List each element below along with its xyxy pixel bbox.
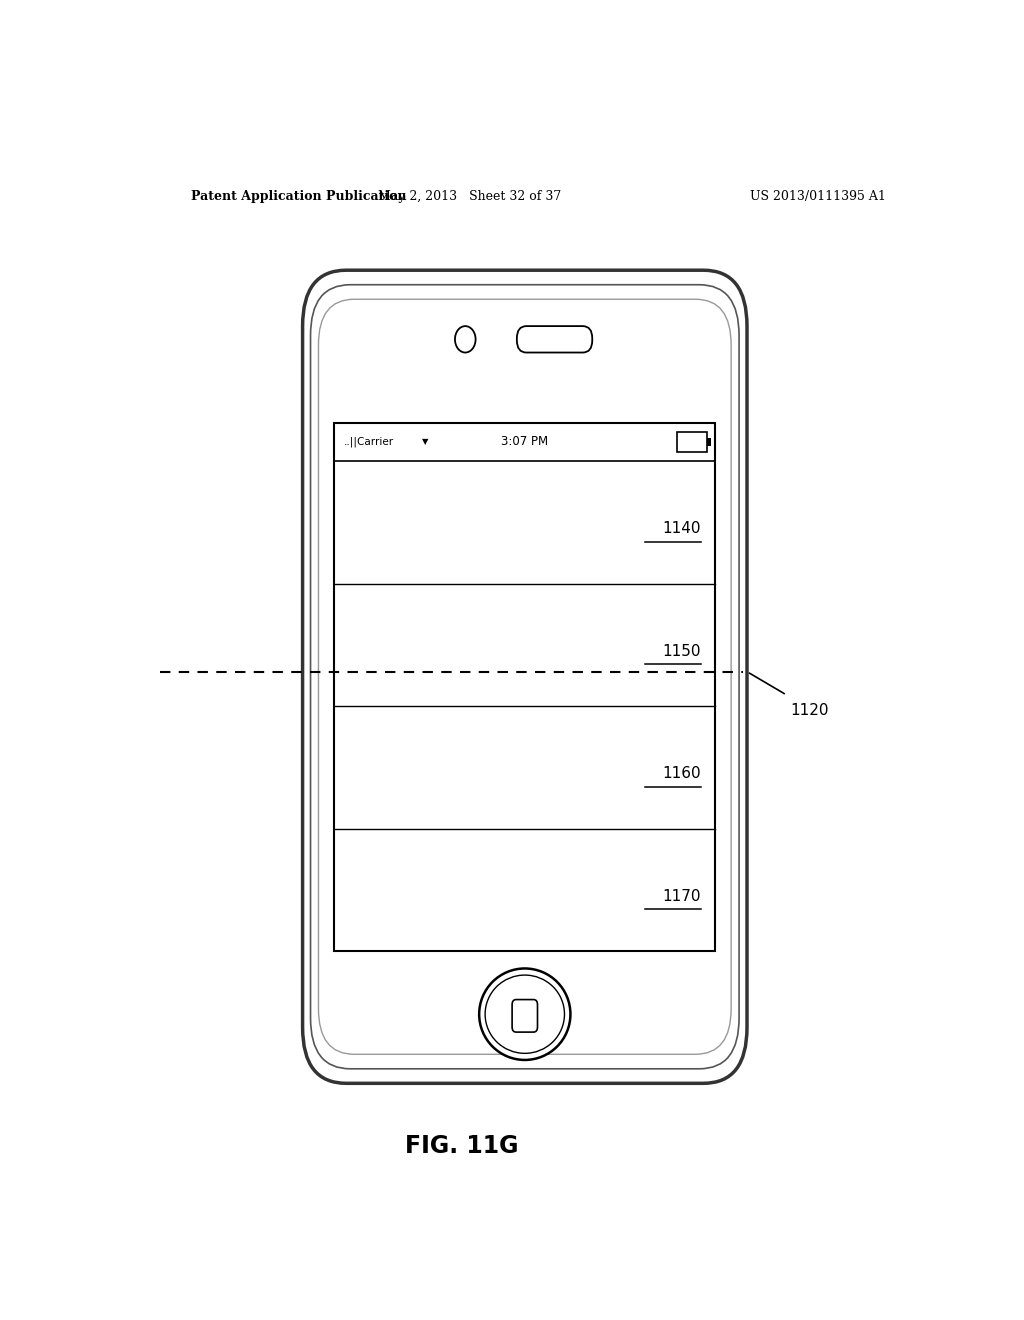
Bar [334, 422, 715, 952]
Text: 1160: 1160 [663, 766, 701, 781]
Text: FIG. 11G: FIG. 11G [404, 1134, 518, 1159]
FancyBboxPatch shape [517, 326, 592, 352]
Ellipse shape [485, 975, 564, 1053]
Circle shape [455, 326, 475, 352]
Text: 1150: 1150 [663, 644, 701, 659]
Text: ..||Carrier: ..||Carrier [344, 437, 394, 447]
Ellipse shape [479, 969, 570, 1060]
Text: 1120: 1120 [791, 702, 829, 718]
Text: Patent Application Publication: Patent Application Publication [191, 190, 407, 202]
Bar [677, 432, 708, 453]
Bar [708, 437, 711, 446]
FancyBboxPatch shape [303, 271, 748, 1084]
FancyBboxPatch shape [318, 300, 731, 1055]
Text: 3:07 PM: 3:07 PM [501, 436, 549, 449]
Text: May 2, 2013   Sheet 32 of 37: May 2, 2013 Sheet 32 of 37 [378, 190, 561, 202]
Text: 1140: 1140 [663, 521, 701, 536]
Text: ▼: ▼ [422, 437, 428, 446]
FancyBboxPatch shape [512, 999, 538, 1032]
Text: 1170: 1170 [663, 888, 701, 904]
FancyBboxPatch shape [310, 285, 739, 1069]
Text: US 2013/0111395 A1: US 2013/0111395 A1 [751, 190, 887, 202]
